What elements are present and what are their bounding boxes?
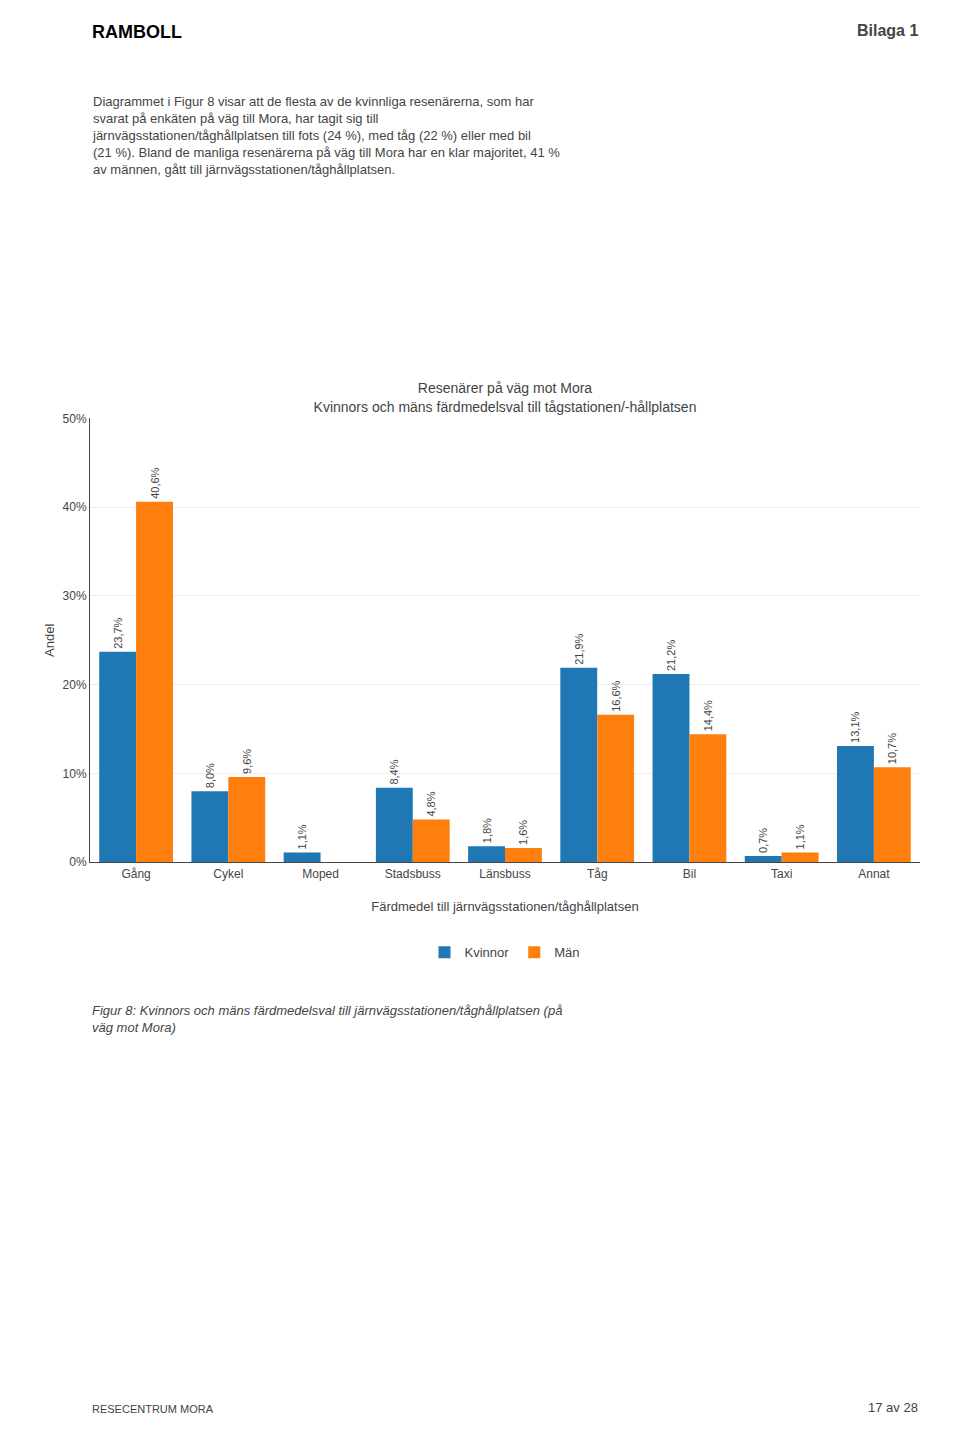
svg-text:Resenärer på väg mot MoraKvinn: Resenärer på väg mot MoraKvinnors och mä… [314,380,697,414]
svg-text:21,9%: 21,9% [573,633,585,664]
svg-text:1,1%: 1,1% [296,824,308,849]
svg-text:0,7%: 0,7% [757,828,769,853]
svg-text:1,1%: 1,1% [794,824,806,849]
svg-text:17 av 28: 17 av 28 [868,1400,918,1415]
svg-text:1,6%: 1,6% [517,820,529,845]
svg-text:4,8%: 4,8% [425,791,437,816]
svg-text:RAMBOLL: RAMBOLL [92,22,182,42]
svg-text:30%: 30% [63,589,87,603]
svg-text:20%: 20% [63,678,87,692]
svg-text:Gång: Gång [121,867,150,881]
svg-text:Tåg: Tåg [587,867,608,881]
svg-text:Diagrammet i Figur 8 visar att: Diagrammet i Figur 8 visar att de flesta… [92,94,560,177]
svg-text:Färdmedel till järnvägsstation: Färdmedel till järnvägsstationen/tåghåll… [371,899,638,914]
svg-text:Män: Män [554,945,579,960]
svg-text:50%: 50% [63,412,87,426]
svg-text:21,2%: 21,2% [665,640,677,671]
svg-text:Länsbuss: Länsbuss [479,867,530,881]
svg-text:Bilaga 1: Bilaga 1 [857,22,918,39]
svg-text:10%: 10% [63,767,87,781]
svg-text:9,6%: 9,6% [241,749,253,774]
svg-text:23,7%: 23,7% [112,617,124,648]
svg-text:0%: 0% [69,855,87,869]
svg-text:40%: 40% [63,500,87,514]
svg-text:Bil: Bil [683,867,696,881]
svg-text:Moped: Moped [302,867,339,881]
svg-text:40,6%: 40,6% [149,467,161,498]
svg-text:Stadsbuss: Stadsbuss [385,867,441,881]
svg-text:Annat: Annat [858,867,890,881]
svg-text:14,4%: 14,4% [702,700,714,731]
svg-text:Kvinnor: Kvinnor [465,945,510,960]
svg-text:10,7%: 10,7% [886,733,898,764]
svg-text:Andel: Andel [42,624,57,657]
svg-text:8,4%: 8,4% [388,759,400,784]
svg-text:8,0%: 8,0% [204,763,216,788]
svg-text:Taxi: Taxi [771,867,792,881]
svg-text:1,8%: 1,8% [481,818,493,843]
svg-text:Figur 8: Kvinnors och mäns fär: Figur 8: Kvinnors och mäns färdmedelsval… [92,1003,562,1035]
svg-text:Cykel: Cykel [213,867,243,881]
svg-text:RESECENTRUM MORA: RESECENTRUM MORA [92,1403,214,1415]
svg-text:16,6%: 16,6% [610,680,622,711]
svg-text:13,1%: 13,1% [849,712,861,743]
